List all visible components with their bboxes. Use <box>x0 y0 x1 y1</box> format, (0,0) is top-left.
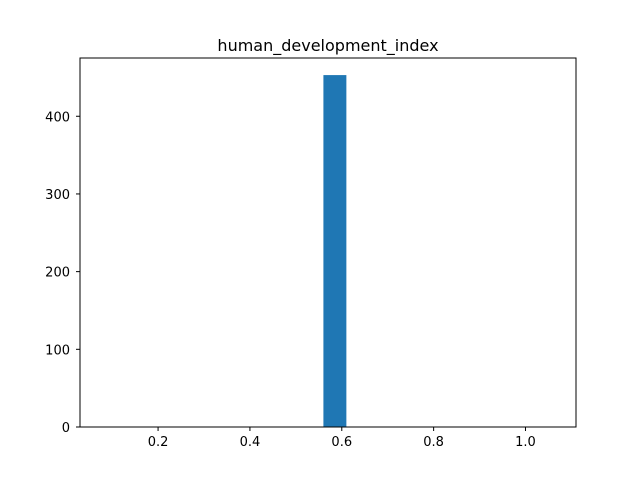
x-tick-label: 1.0 <box>515 435 536 450</box>
y-tick-label: 400 <box>45 110 70 125</box>
histogram-bar-0 <box>323 75 347 428</box>
x-tick-label: 0.8 <box>423 435 444 450</box>
plot-frame <box>79 57 577 428</box>
y-tick-label: 100 <box>45 343 70 358</box>
bars-layer <box>323 75 347 428</box>
y-tick-label: 300 <box>45 188 70 203</box>
x-axis: 0.2 0.4 0.6 0.8 1.0 <box>148 427 536 450</box>
x-tick-label: 0.6 <box>331 435 352 450</box>
x-tick-label: 0.4 <box>240 435 261 450</box>
y-tick-label: 200 <box>45 266 70 281</box>
x-tick-label: 0.2 <box>148 435 169 450</box>
y-axis: 0 100 200 300 400 <box>45 110 80 436</box>
y-tick-label: 0 <box>62 421 70 436</box>
chart-title: human_development_index <box>217 36 438 56</box>
